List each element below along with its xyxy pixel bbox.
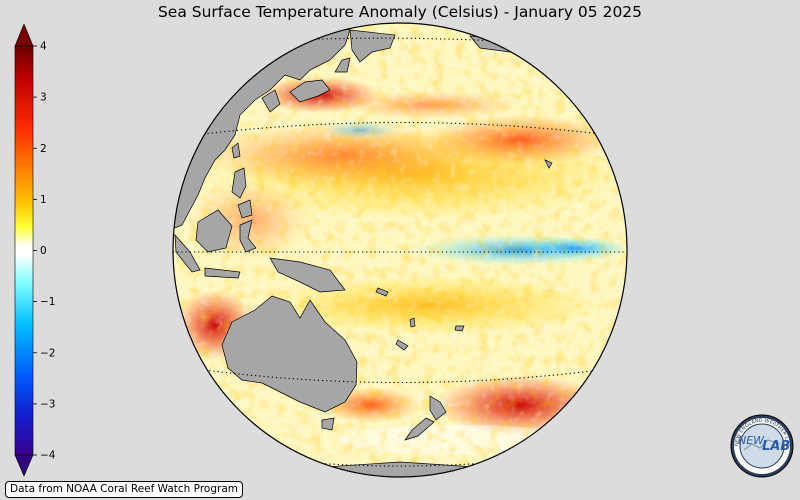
colorbar-tick-label: 4 <box>40 41 47 53</box>
graticule <box>173 37 627 467</box>
colorbar-tick-label: 0 <box>40 245 47 257</box>
land-new-zealand-north <box>429 395 447 421</box>
land-philippines <box>231 167 247 199</box>
land-new-zealand-south <box>404 417 435 441</box>
land-hawaii <box>544 159 553 169</box>
land-new-guinea <box>269 257 346 293</box>
land-vanuatu <box>409 317 416 328</box>
land-korea <box>261 89 281 113</box>
land-antarctica <box>279 461 521 477</box>
globe-outline <box>172 22 628 478</box>
logo-text-lab: LAB <box>762 439 790 454</box>
land-taiwan <box>231 142 241 159</box>
colorbar-tick-label: −2 <box>40 347 55 359</box>
colorbar-tick-label: −1 <box>40 296 55 308</box>
colorbar-under-arrow <box>14 454 34 477</box>
land-australia <box>221 295 358 413</box>
newlab-logo: NEW ENGLAND WEATHER LAB NEW LAB <box>730 414 794 478</box>
map-title: Sea Surface Temperature Anomaly (Celsius… <box>157 3 643 21</box>
colorbar: 4 3 2 1 0 −1 −2 −3 −4 <box>14 23 56 477</box>
land-borneo <box>195 209 233 253</box>
land-mindanao <box>237 199 253 219</box>
land-japan <box>289 79 331 103</box>
colorbar-tick-label: 3 <box>40 92 47 104</box>
land-sumatra <box>174 234 201 273</box>
colorbar-tick-label: 1 <box>40 194 47 206</box>
land-sulawesi <box>239 219 257 253</box>
land-solomon-islands <box>375 287 389 297</box>
logo-text-new: NEW <box>738 434 765 447</box>
land-new-caledonia <box>395 339 409 351</box>
colorbar-tick-label: −3 <box>40 398 55 410</box>
colorbar-tick-label: −4 <box>40 450 56 462</box>
land-fiji <box>454 325 465 332</box>
colorbar-tick-label: 2 <box>40 143 47 155</box>
land-java <box>204 267 241 279</box>
land-hokkaido <box>334 57 351 73</box>
data-credit: Data from NOAA Coral Reef Watch Program <box>5 481 243 498</box>
parallel-30n <box>194 121 611 136</box>
land-tasmania <box>321 417 335 431</box>
